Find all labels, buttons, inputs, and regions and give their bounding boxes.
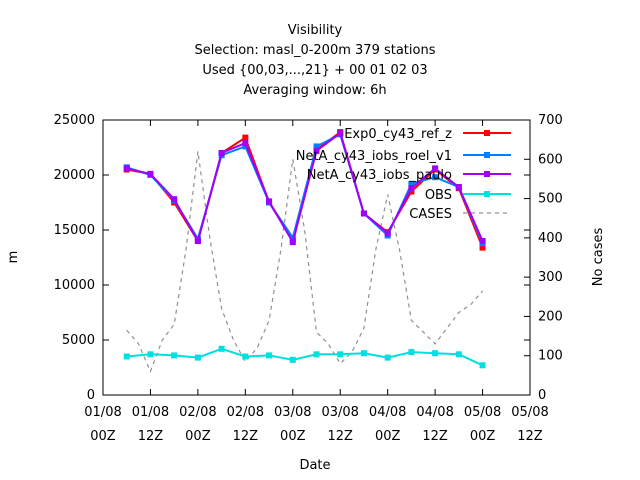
y-tick-label: 15000 (54, 223, 95, 238)
x-tick-label-hour: 12Z (517, 429, 543, 444)
data-point (360, 350, 367, 357)
legend-marker (484, 130, 490, 136)
x-tick-label-date: 04/08 (369, 405, 406, 420)
y-tick-label: 25000 (54, 113, 95, 128)
data-point (194, 238, 201, 244)
legend-marker (484, 152, 490, 158)
data-point (123, 353, 130, 360)
data-point (313, 147, 320, 154)
data-point (455, 184, 462, 191)
series-line-neta-cy43-iobs-paulo (126, 131, 484, 245)
y-tick-label: 10000 (54, 278, 95, 293)
data-point (313, 351, 320, 358)
plot-frame (102, 119, 531, 396)
title-line-4: Averaging window: 6h (243, 83, 386, 98)
chart-title: Visibility Selection: masl_0-200m 379 st… (195, 23, 436, 98)
x-tick-label-date: 03/08 (274, 405, 311, 420)
data-point (479, 362, 486, 369)
y2-tick-label: 700 (538, 113, 563, 128)
x-tick-label-date: 01/08 (84, 405, 121, 420)
data-point (479, 238, 486, 244)
data-point (289, 239, 296, 246)
data-point (266, 198, 273, 205)
data-point (218, 150, 225, 156)
data-point (337, 130, 344, 137)
y2-tick-label: 400 (538, 231, 563, 246)
y-tick-label: 20000 (54, 168, 95, 183)
data-point (171, 352, 178, 359)
data-point (242, 140, 249, 147)
data-point (432, 174, 439, 181)
data-point (242, 143, 249, 150)
data-point (384, 230, 391, 237)
data-point (289, 356, 296, 363)
y-tick-label: 0 (87, 388, 95, 403)
y-axis-label: m (6, 251, 21, 264)
x-tick-label-hour: 00Z (375, 429, 401, 444)
legend-marker (484, 171, 490, 177)
x-tick-label-date: 01/08 (132, 405, 169, 420)
x-tick-label-hour: 12Z (138, 429, 164, 444)
y2-tick-label: 600 (538, 152, 563, 167)
y2-tick-label: 300 (538, 270, 563, 285)
legend-label: Exp0_cy43_ref_z (344, 127, 452, 142)
x-tick-label-hour: 12Z (422, 429, 448, 444)
legend-marker (484, 191, 490, 197)
y2-tick-label: 500 (538, 192, 563, 207)
data-point (266, 352, 273, 359)
data-point (408, 180, 415, 187)
data-point (432, 350, 439, 357)
x-axis-label: Date (299, 458, 330, 473)
series-line-cases (126, 151, 484, 374)
y2-tick-label: 200 (538, 309, 563, 324)
legend-label: NetA_cy43_iobs_roel_v1 (296, 149, 452, 164)
title-line-1: Visibility (288, 23, 343, 38)
data-point (408, 188, 415, 195)
legend-label: CASES (409, 207, 452, 222)
x-tick-label-date: 02/08 (227, 405, 264, 420)
x-tick-label-date: 04/08 (416, 405, 453, 420)
data-point (242, 353, 249, 360)
data-point (360, 210, 367, 217)
data-point (408, 349, 415, 356)
data-point (384, 354, 391, 361)
title-line-3: Used {00,03,...,21} + 00 01 02 03 (202, 63, 427, 78)
x-tick-label-date: 05/08 (464, 405, 501, 420)
data-point (432, 165, 439, 172)
x-tick-label-hour: 12Z (233, 429, 259, 444)
legend-label: OBS (425, 188, 452, 203)
data-point (313, 143, 320, 150)
data-point (337, 351, 344, 358)
data-point (218, 345, 225, 352)
x-tick-label-hour: 00Z (470, 429, 496, 444)
y2-tick-label: 0 (538, 388, 546, 403)
data-point (455, 351, 462, 358)
x-tick-label-hour: 00Z (185, 429, 211, 444)
data-point (171, 196, 178, 203)
x-tick-label-date: 02/08 (179, 405, 216, 420)
data-point (408, 185, 415, 192)
x-tick-label-hour: 00Z (280, 429, 306, 444)
data-point (289, 234, 296, 241)
y2-axis-label: No cases (591, 228, 606, 287)
data-point (242, 134, 249, 141)
legend: Exp0_cy43_ref_z NetA_cy43_iobs_roel_v1 Net… (296, 127, 511, 222)
y-tick-label: 5000 (62, 333, 95, 348)
data-point (194, 354, 201, 361)
x-tick-label-hour: 00Z (90, 429, 116, 444)
series-line-obs (126, 347, 484, 367)
x-tick-label-hour: 12Z (327, 429, 353, 444)
y2-tick-label: 100 (538, 349, 563, 364)
data-point (147, 351, 154, 358)
title-line-2: Selection: masl_0-200m 379 stations (195, 43, 436, 58)
data-point (479, 244, 486, 251)
data-point (123, 165, 130, 172)
legend-label: NetA_cy43_iobs_paulo (307, 168, 452, 183)
data-point (147, 170, 154, 177)
x-tick-label-date: 05/08 (511, 405, 548, 420)
x-tick-label-date: 03/08 (321, 405, 358, 420)
